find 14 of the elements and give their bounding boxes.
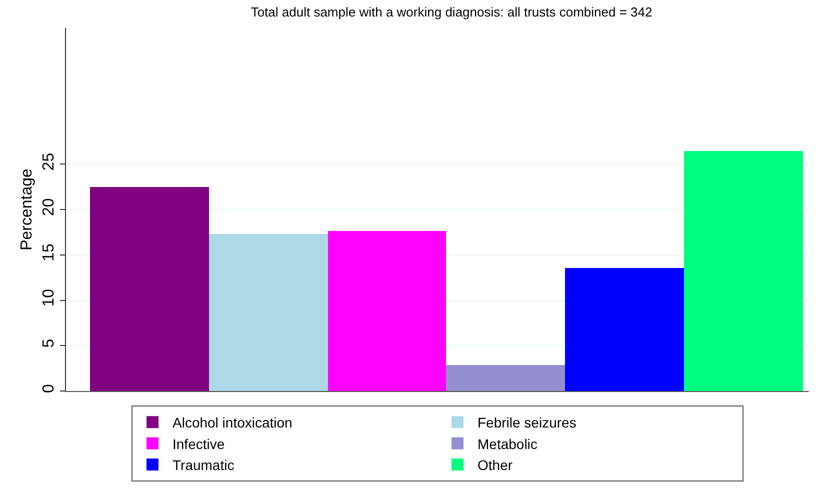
y-tick-label: 10 <box>40 288 58 307</box>
y-tick-label: 5 <box>40 338 58 348</box>
y-tick-label: 0 <box>40 384 58 394</box>
y-axis-title: Percentage <box>18 168 36 250</box>
legend-label: Alcohol intoxication <box>172 414 292 431</box>
chart-title: Total adult sample with a working diagnosis: all trusts combined = 342 <box>250 4 652 20</box>
legend-label: Febrile seizures <box>478 414 576 431</box>
legend-label: Traumatic <box>172 456 234 473</box>
legend-label: Metabolic <box>478 436 538 452</box>
y-tick-label: 20 <box>40 198 58 216</box>
y-tick-label: 15 <box>40 243 58 262</box>
legend-label: Infective <box>172 436 225 452</box>
y-tick-label: 25 <box>40 152 58 171</box>
legend-label: Other <box>478 456 513 473</box>
